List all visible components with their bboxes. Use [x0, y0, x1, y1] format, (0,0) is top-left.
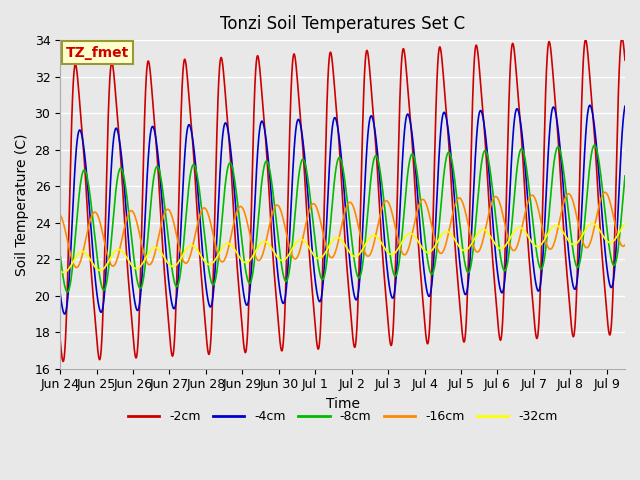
- -8cm: [549, 166, 557, 171]
- -16cm: [154, 235, 162, 241]
- -4cm: [61, 311, 68, 317]
- -16cm: [56, 212, 64, 217]
- -4cm: [621, 103, 629, 109]
- -32cm: [298, 237, 305, 242]
- Y-axis label: Soil Temperature (C): Soil Temperature (C): [15, 133, 29, 276]
- -16cm: [601, 190, 609, 195]
- -2cm: [273, 303, 281, 309]
- -8cm: [63, 289, 71, 295]
- -16cm: [273, 202, 281, 208]
- Title: Tonzi Soil Temperatures Set C: Tonzi Soil Temperatures Set C: [220, 15, 465, 33]
- -2cm: [618, 35, 626, 41]
- -8cm: [273, 225, 281, 230]
- -32cm: [60, 270, 67, 276]
- -4cm: [298, 127, 305, 133]
- -32cm: [56, 268, 64, 274]
- -4cm: [121, 189, 129, 195]
- -8cm: [56, 252, 64, 257]
- -32cm: [611, 237, 618, 243]
- Legend: -2cm, -4cm, -8cm, -16cm, -32cm: -2cm, -4cm, -8cm, -16cm, -32cm: [123, 405, 563, 428]
- -8cm: [611, 263, 618, 268]
- -2cm: [621, 57, 629, 63]
- -4cm: [56, 290, 64, 296]
- -2cm: [549, 74, 557, 80]
- -2cm: [154, 170, 162, 176]
- -32cm: [273, 254, 281, 260]
- -8cm: [298, 158, 305, 164]
- -16cm: [73, 264, 81, 270]
- -8cm: [621, 173, 629, 179]
- -16cm: [621, 242, 629, 248]
- Line: -2cm: -2cm: [60, 38, 625, 361]
- -2cm: [298, 127, 305, 132]
- -32cm: [154, 246, 162, 252]
- -16cm: [611, 217, 618, 223]
- -8cm: [121, 179, 129, 184]
- -2cm: [610, 255, 618, 261]
- Text: TZ_fmet: TZ_fmet: [66, 46, 129, 60]
- -4cm: [549, 104, 557, 110]
- -2cm: [56, 336, 64, 342]
- -4cm: [611, 270, 618, 276]
- -16cm: [298, 241, 305, 247]
- -16cm: [549, 243, 557, 249]
- -32cm: [121, 252, 129, 257]
- -32cm: [589, 221, 596, 227]
- -8cm: [154, 165, 162, 170]
- Line: -32cm: -32cm: [60, 224, 625, 273]
- Line: -8cm: -8cm: [60, 145, 625, 292]
- -2cm: [60, 359, 67, 364]
- -8cm: [591, 142, 598, 148]
- X-axis label: Time: Time: [326, 397, 360, 411]
- Line: -4cm: -4cm: [60, 105, 625, 314]
- -32cm: [549, 224, 557, 229]
- -2cm: [121, 222, 129, 228]
- -4cm: [273, 263, 281, 268]
- -4cm: [154, 155, 162, 161]
- -4cm: [586, 102, 594, 108]
- -32cm: [621, 221, 629, 227]
- -16cm: [121, 223, 129, 229]
- Line: -16cm: -16cm: [60, 192, 625, 267]
